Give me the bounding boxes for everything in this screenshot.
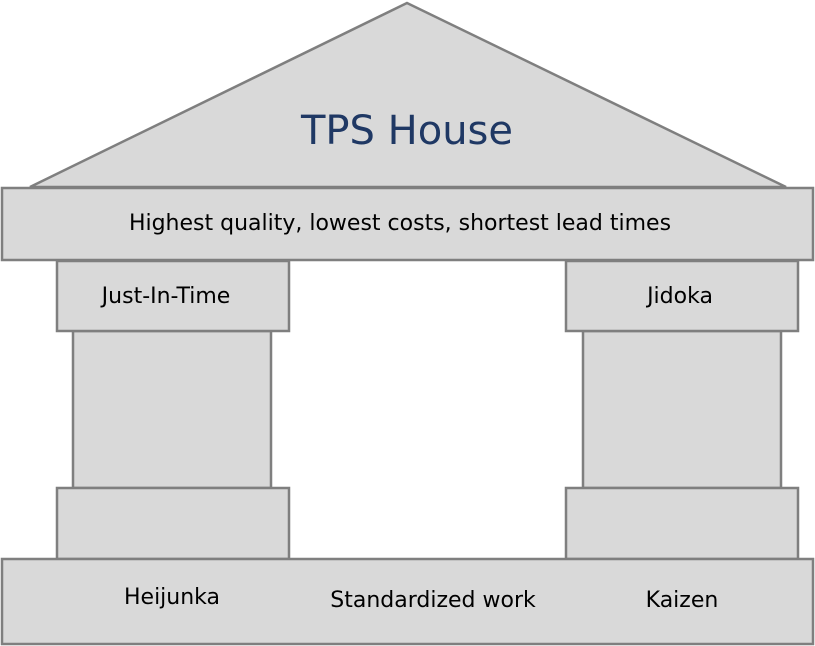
right-pillar-shaft (581, 329, 783, 490)
right-pillar-base (564, 486, 800, 561)
roof-triangle (29, 1, 787, 189)
foundation-item-kaizen: Kaizen (646, 588, 719, 613)
beam-bar (0, 186, 815, 262)
roof-title: TPS House (300, 108, 513, 154)
right-pillar-capital (564, 259, 800, 333)
left-pillar-label: Just-In-Time (100, 284, 231, 309)
right-pillar-label: Jidoka (645, 284, 713, 309)
foundation-item-standardized-work: Standardized work (330, 588, 536, 613)
beam-text: Highest quality, lowest costs, shortest … (129, 211, 671, 236)
left-pillar-shaft (71, 329, 273, 490)
foundation-bar (0, 557, 815, 646)
left-pillar-base (55, 486, 291, 561)
foundation-item-heijunka: Heijunka (124, 585, 220, 610)
left-pillar-capital (55, 259, 291, 333)
